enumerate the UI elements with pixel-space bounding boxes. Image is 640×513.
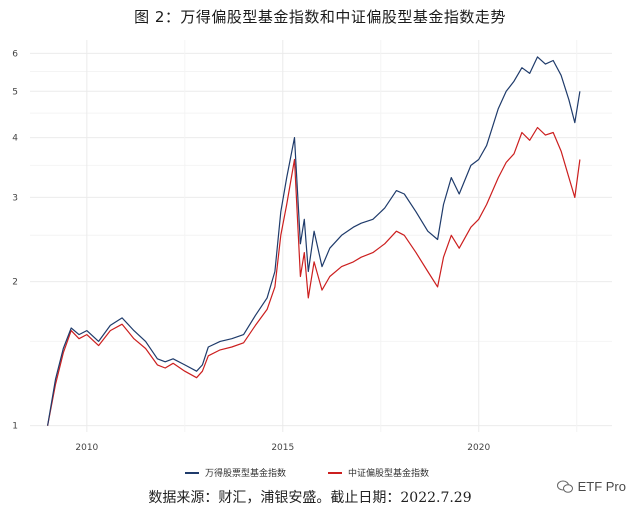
x-tick-label-2020: 2020 (467, 443, 490, 453)
x-axis-ticks: 2010 2015 2020 (75, 443, 490, 453)
series-line-wind (47, 56, 581, 426)
chart-title: 图 2：万得偏股型基金指数和中证偏股型基金指数走势 (134, 8, 506, 26)
legend-swatch-wind (185, 471, 199, 474)
y-tick-label-3: 3 (12, 193, 18, 203)
source-note: 数据来源：财汇，浦银安盛。截止日期：2022.7.29 (148, 490, 472, 506)
y-tick-label-4: 4 (12, 134, 18, 144)
series-lines (47, 56, 581, 426)
x-tick-label-2015: 2015 (271, 443, 294, 453)
y-tick-label-2: 2 (12, 278, 18, 288)
legend-item-csi: 中证偏股型基金指数 (328, 466, 429, 479)
grid-lines (30, 40, 612, 432)
legend-label-csi: 中证偏股型基金指数 (348, 469, 430, 479)
legend-swatch-csi (328, 471, 342, 474)
legend: 万得股票型基金指数 中证偏股型基金指数 (0, 466, 640, 482)
legend-item-wind: 万得股票型基金指数 (185, 466, 286, 479)
chart-plot: 2010 2015 2020 1 2 3 4 5 6 (12, 40, 612, 453)
y-tick-label-1: 1 (12, 422, 18, 432)
y-tick-label-6: 6 (12, 49, 18, 59)
y-axis-ticks: 1 2 3 4 5 6 (12, 49, 18, 431)
wechat-icon (556, 480, 573, 493)
x-tick-label-2010: 2010 (75, 443, 98, 453)
series-line-csi (47, 126, 581, 426)
legend-label-wind: 万得股票型基金指数 (205, 469, 287, 479)
watermark: ETF Pro (556, 479, 626, 494)
y-tick-label-5: 5 (12, 87, 18, 97)
watermark-text: ETF Pro (577, 479, 626, 494)
